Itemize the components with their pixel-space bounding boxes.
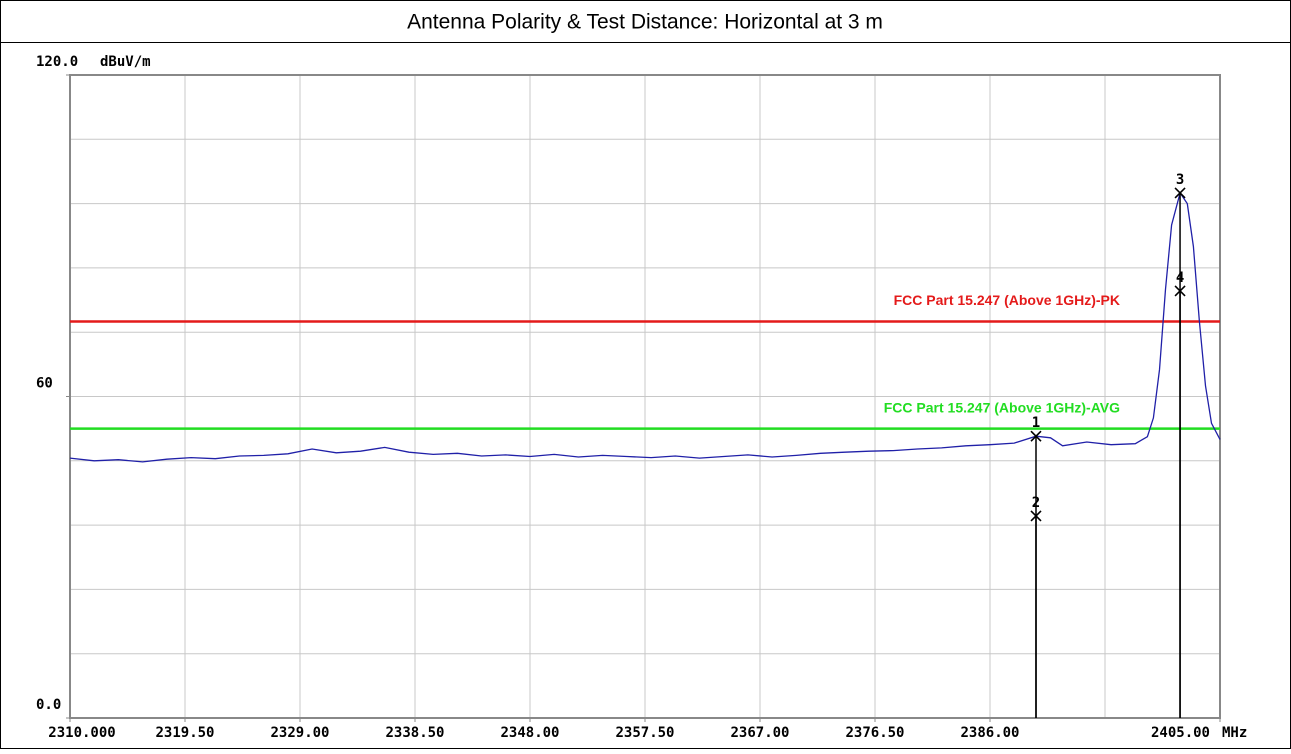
x-tick-label: 2338.50 xyxy=(385,725,444,741)
x-tick-label: 2310.000 xyxy=(48,725,115,741)
trace xyxy=(69,191,1221,463)
x-tick-label: 2329.00 xyxy=(270,725,329,741)
x-tick-label: 2376.50 xyxy=(845,725,904,741)
x-tick-label: 2405.00 xyxy=(1151,725,1210,741)
x-unit: MHz xyxy=(1222,725,1247,741)
y-tick-label: 0.0 xyxy=(36,697,61,713)
x-tick-label: 2386.00 xyxy=(960,725,1019,741)
marker-label: 3 xyxy=(1176,172,1184,188)
chart-title: Antenna Polarity & Test Distance: Horizo… xyxy=(407,11,883,34)
x-tick-label: 2319.50 xyxy=(155,725,214,741)
x-tick-label: 2367.00 xyxy=(730,725,789,741)
marker xyxy=(1030,430,1042,442)
marker xyxy=(1174,187,1186,199)
marker-label: 2 xyxy=(1032,495,1040,511)
x-tick-label: 2348.00 xyxy=(500,725,559,741)
y-tick-label: 60 xyxy=(36,376,53,392)
marker xyxy=(1174,285,1186,297)
marker-label: 4 xyxy=(1176,270,1184,286)
marker xyxy=(1030,510,1042,522)
y-unit: dBuV/m xyxy=(100,54,151,70)
limit-label: FCC Part 15.247 (Above 1GHz)-AVG xyxy=(884,399,1120,415)
marker-label: 1 xyxy=(1032,415,1040,431)
limit-label: FCC Part 15.247 (Above 1GHz)-PK xyxy=(894,292,1120,308)
y-tick-label: 120.0 xyxy=(36,54,78,70)
x-tick-label: 2357.50 xyxy=(615,725,674,741)
